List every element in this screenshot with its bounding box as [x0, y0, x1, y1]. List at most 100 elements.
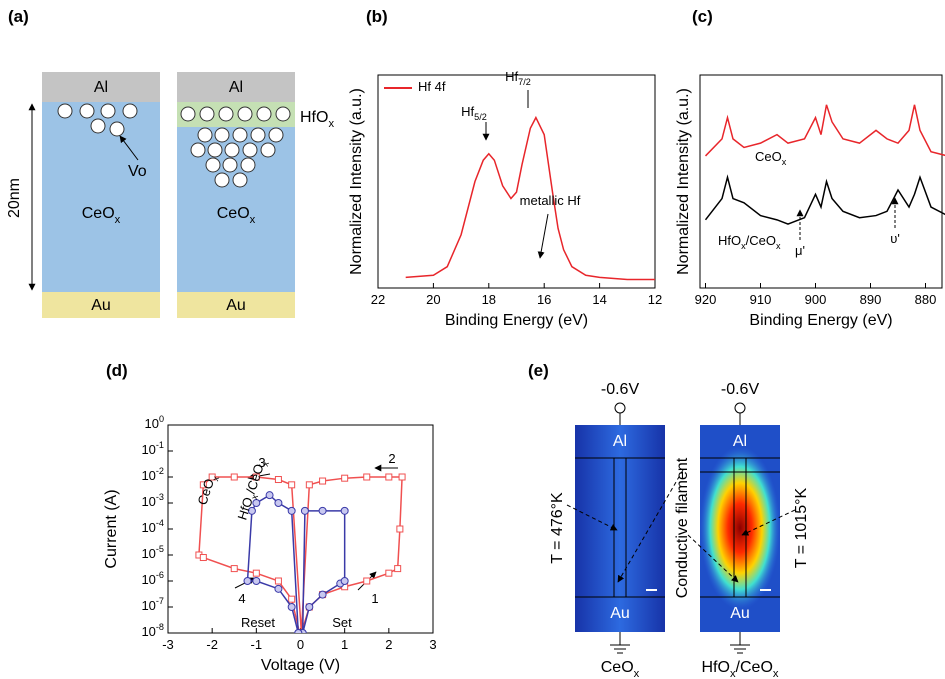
point [199, 481, 207, 489]
diagram-a: Al Al HfOx Vo 20nm CeOx CeOx Au Au [6, 72, 334, 318]
x-tick-label: 920 [695, 292, 717, 307]
x-tick-label: 890 [860, 292, 882, 307]
vacancy [197, 127, 213, 143]
label: Al [229, 79, 243, 96]
point [319, 477, 327, 485]
point [341, 474, 349, 482]
au-layer [177, 292, 295, 318]
y-tick-label: 10-2 [141, 466, 164, 483]
label: 20nm [6, 178, 23, 218]
x-tick-label: -3 [162, 637, 174, 652]
series-line [704, 174, 945, 225]
panel-label: (e) [528, 361, 549, 380]
label: Au [226, 297, 246, 314]
x-axis-label: Binding Energy (eV) [445, 312, 588, 329]
vacancy [260, 142, 276, 158]
point [274, 499, 283, 507]
panel-label: (a) [8, 7, 29, 26]
point [340, 577, 349, 585]
point [363, 577, 371, 585]
vacancy [90, 118, 106, 134]
legend-label: Hf 4f [418, 79, 446, 94]
y-axis-label: Current (A) [103, 489, 120, 568]
point [305, 603, 314, 611]
label: Au [730, 605, 750, 622]
point [274, 584, 283, 593]
vacancy [275, 106, 291, 122]
vacancy [100, 103, 116, 119]
y-tick-label: 100 [144, 414, 164, 431]
vacancy [242, 142, 258, 158]
vacancy [232, 172, 248, 188]
al-layer [177, 72, 295, 102]
point [300, 506, 309, 515]
vacancy [218, 106, 234, 122]
x-tick-label: 910 [750, 292, 772, 307]
y-axis-label: Normalized Intensity (a.u.) [348, 88, 365, 275]
point [247, 506, 256, 515]
point [398, 473, 406, 481]
vacancy [240, 157, 256, 173]
panel-label: (b) [366, 7, 388, 26]
annotation: 3 [258, 455, 265, 470]
point [318, 590, 327, 599]
vacancy [256, 106, 272, 122]
x-tick-label: 14 [592, 292, 606, 307]
y-tick-label: 10-6 [141, 570, 164, 587]
label: T = 476°K [549, 492, 566, 564]
point [230, 473, 238, 481]
point [243, 577, 252, 585]
vacancy [205, 157, 221, 173]
point [274, 577, 282, 585]
vacancy [199, 106, 215, 122]
point [199, 554, 207, 562]
vacancy [214, 127, 230, 143]
vacancies [57, 103, 291, 188]
point [287, 603, 296, 611]
label: HfOx [300, 109, 334, 130]
y-tick-label: 10-1 [141, 440, 164, 457]
vacancy [180, 106, 196, 122]
vacancy [222, 157, 238, 173]
y-tick-label: 10-4 [141, 518, 164, 535]
annotation: Reset [241, 615, 275, 630]
label: CeOx [217, 205, 256, 226]
point [305, 481, 313, 489]
label: HfOx/CeOx [702, 659, 779, 679]
series-line [704, 104, 945, 157]
point [396, 525, 404, 533]
vacancy [190, 142, 206, 158]
arrow [119, 135, 139, 161]
series-label: CeOx [755, 149, 787, 167]
point [252, 569, 260, 577]
x-tick-label: 16 [537, 292, 551, 307]
point [208, 473, 216, 481]
annotation: μ' [795, 243, 805, 258]
point [385, 569, 393, 577]
point [385, 473, 393, 481]
x-tick-label: -2 [206, 637, 218, 652]
ceox-layer [42, 102, 160, 292]
series-group [405, 115, 655, 281]
series-line [246, 494, 346, 633]
x-tick-label: 3 [429, 637, 436, 652]
vacancy [122, 103, 138, 119]
y-tick-label: 10-7 [141, 596, 164, 613]
label: Vo [128, 163, 147, 180]
point [294, 629, 303, 633]
y-tick-label: 10-5 [141, 544, 164, 561]
vacancy [214, 172, 230, 188]
vacancy [250, 127, 266, 143]
series-group [704, 104, 945, 225]
al-layer [42, 72, 160, 102]
hot-region [700, 446, 780, 610]
hfox-layer [177, 102, 295, 127]
point [230, 565, 238, 573]
annotation: metallic Hf [520, 193, 581, 208]
outlines [575, 402, 780, 654]
label: CeOx [601, 659, 640, 679]
x-tick-label: 2 [385, 637, 392, 652]
vacancy [79, 103, 95, 119]
point [394, 565, 402, 573]
